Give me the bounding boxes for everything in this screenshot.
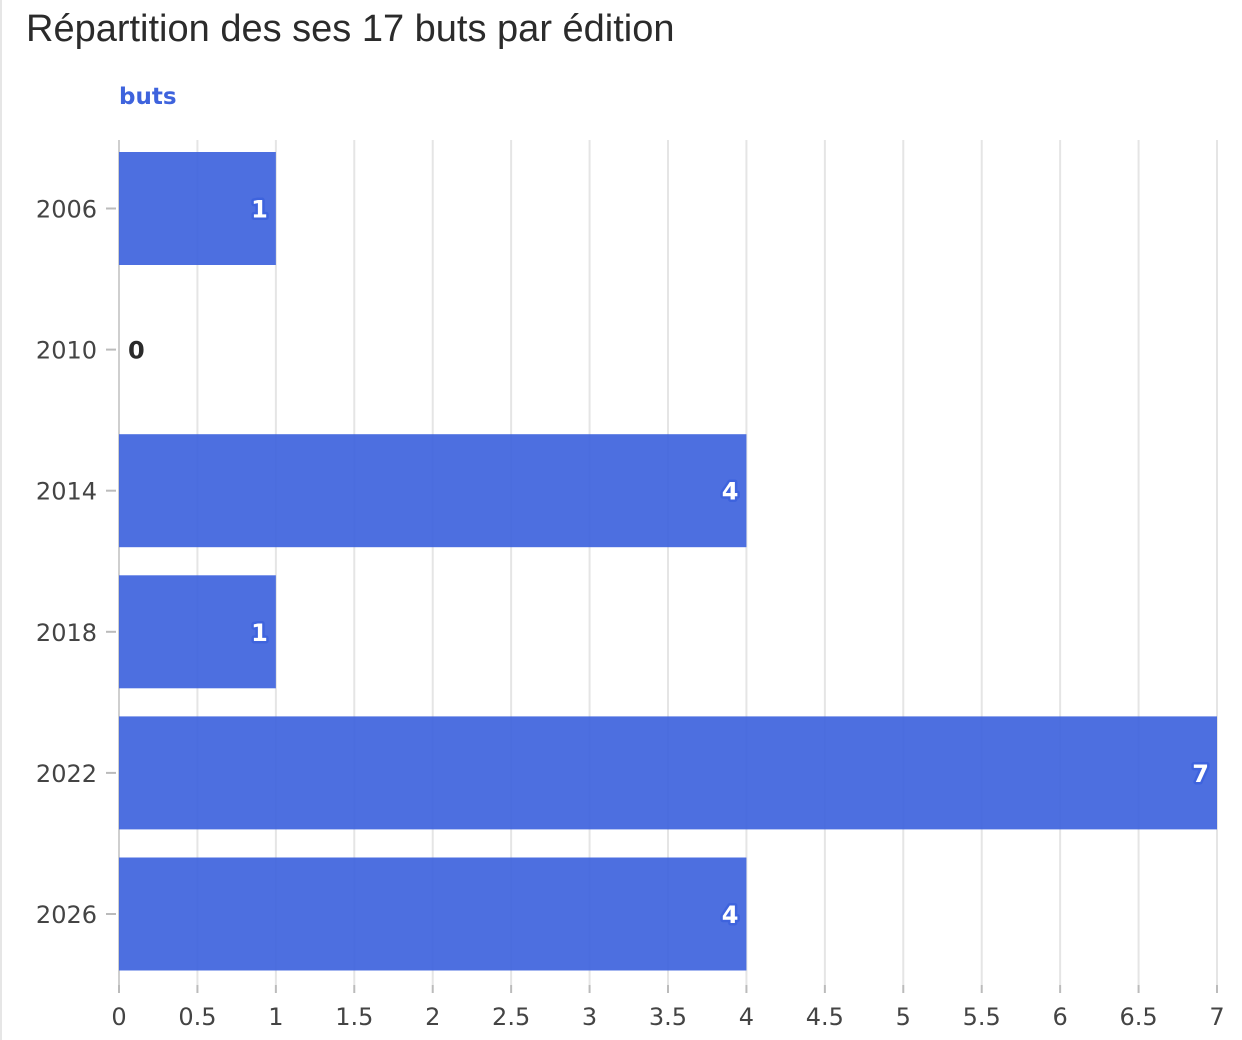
x-tick-label: 3.5 [649,1003,687,1031]
bar-value-label: 4 [722,478,739,506]
x-tick-label: 1 [268,1003,283,1031]
y-tick-label: 2014 [36,478,97,506]
bar [119,434,747,548]
chart-title: Répartition des ses 17 buts par édition [26,8,675,50]
series-label: buts [119,84,177,110]
y-tick-label: 2018 [36,619,97,647]
x-tick-label: 4.5 [806,1003,844,1031]
x-tick-label: 7 [1209,1003,1224,1031]
y-tick-label: 2010 [36,337,97,365]
bar-value-label: 7 [1192,760,1209,788]
x-tick-label: 6.5 [1119,1003,1157,1031]
bar [119,152,276,265]
x-tick-label: 0.5 [178,1003,216,1031]
y-tick-label: 2006 [36,196,97,224]
y-tick-label: 2026 [36,901,97,929]
bar [119,857,747,971]
bar-value-label: 0 [128,337,145,365]
x-tick-label: 6 [1053,1003,1068,1031]
x-tick-label: 5 [896,1003,911,1031]
x-tick-label: 0 [111,1003,126,1031]
x-tick-label: 5.5 [963,1003,1001,1031]
x-tick-label: 2 [425,1003,440,1031]
bar-value-label: 4 [722,901,739,929]
x-tick-label: 2.5 [492,1003,530,1031]
bar [119,575,276,689]
y-tick-label: 2022 [36,760,97,788]
x-tick-label: 1.5 [335,1003,373,1031]
x-tick-label: 3 [582,1003,597,1031]
x-tick-label: 4 [739,1003,754,1031]
bar-value-label: 1 [251,196,268,224]
bar [119,716,1217,830]
bar-value-label: 1 [251,619,268,647]
